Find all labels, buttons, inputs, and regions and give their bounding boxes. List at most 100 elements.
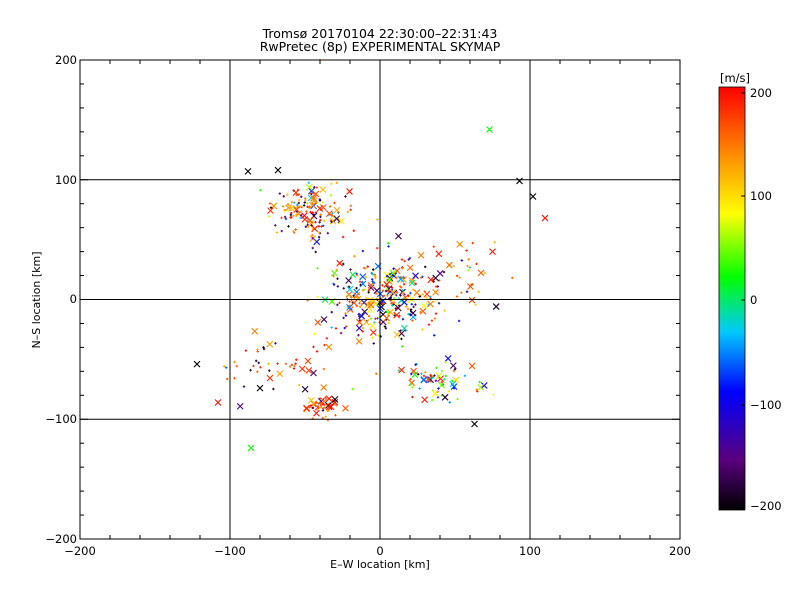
data-point-plus xyxy=(403,259,406,263)
data-point-cross xyxy=(383,314,391,322)
data-point-cross xyxy=(306,217,314,224)
data-point-plus xyxy=(242,385,246,388)
data-point-cross xyxy=(408,279,416,287)
data-point-plus xyxy=(315,186,319,189)
data-point-plus xyxy=(414,303,417,306)
data-point-plus xyxy=(268,369,271,372)
data-point-plus xyxy=(323,403,326,406)
data-point-plus xyxy=(303,201,306,204)
data-point-plus xyxy=(319,213,322,217)
data-point-plus xyxy=(366,265,370,268)
data-point-cross xyxy=(409,309,417,317)
data-point-plus xyxy=(343,326,346,330)
data-point-cross xyxy=(333,206,341,214)
data-point-plus xyxy=(374,317,377,320)
data-point-plus xyxy=(423,265,427,269)
y-tick-label: 200 xyxy=(55,53,77,67)
data-point-plus xyxy=(314,401,317,405)
data-point-plus xyxy=(256,370,259,373)
data-point-plus xyxy=(483,271,487,275)
data-point-plus xyxy=(311,211,314,214)
data-point-cross xyxy=(431,390,439,398)
data-point-cross xyxy=(367,301,375,309)
data-point-plus xyxy=(344,195,347,198)
data-point-plus xyxy=(233,377,236,380)
data-point-cross xyxy=(304,357,312,365)
data-point-plus xyxy=(317,231,321,234)
data-point-plus xyxy=(385,274,389,278)
data-point-plus xyxy=(371,336,374,339)
y-tick-label: 100 xyxy=(55,173,77,187)
data-point-plus xyxy=(443,378,446,381)
data-point-plus xyxy=(414,282,417,286)
y-tick-label: −100 xyxy=(45,412,77,426)
data-point-plus xyxy=(465,290,469,293)
data-point-plus xyxy=(280,216,283,220)
data-point-cross xyxy=(480,382,488,389)
data-point-cross xyxy=(427,300,434,308)
data-point-cross xyxy=(292,189,300,196)
data-point-cross xyxy=(421,396,429,404)
data-point-plus xyxy=(317,225,321,228)
data-point-plus xyxy=(390,301,394,305)
data-point-plus xyxy=(364,296,368,300)
data-point-plus xyxy=(376,218,379,221)
data-point-plus xyxy=(328,205,332,208)
data-point-plus xyxy=(274,342,277,345)
data-point-cross xyxy=(305,367,313,374)
data-point-plus xyxy=(344,314,348,317)
data-point-cross xyxy=(445,261,453,269)
data-point-plus xyxy=(347,285,351,289)
data-point-cross xyxy=(267,207,274,215)
data-point-plus xyxy=(361,289,365,292)
data-point-plus xyxy=(320,225,323,228)
data-point-plus xyxy=(283,210,286,213)
data-point-plus xyxy=(443,309,446,312)
data-point-plus xyxy=(311,236,314,240)
data-point-plus xyxy=(269,206,273,209)
data-point-plus xyxy=(358,315,361,318)
data-point-plus xyxy=(317,235,321,239)
data-point-cross xyxy=(313,238,321,246)
data-point-plus xyxy=(311,246,314,250)
data-point-plus xyxy=(306,202,309,205)
data-point-plus xyxy=(384,289,388,293)
data-point-plus xyxy=(401,266,404,270)
data-point-plus xyxy=(357,333,360,337)
data-point-plus xyxy=(348,300,351,303)
data-point-plus xyxy=(311,234,314,237)
data-point-plus xyxy=(288,365,292,368)
data-point-cross xyxy=(379,297,387,305)
data-point-plus xyxy=(332,274,335,278)
data-point-plus xyxy=(455,274,459,278)
data-point-cross xyxy=(359,273,367,281)
data-point-plus xyxy=(475,262,478,266)
data-point-plus xyxy=(361,330,364,333)
data-point-plus xyxy=(358,319,362,322)
data-point-plus xyxy=(290,363,294,367)
data-point-cross xyxy=(449,380,457,388)
data-point-plus xyxy=(409,377,412,381)
data-point-plus xyxy=(308,205,311,208)
data-point-plus xyxy=(427,323,431,326)
data-point-cross xyxy=(355,337,363,345)
data-point-plus xyxy=(376,246,379,250)
data-point-plus xyxy=(381,284,384,287)
data-point-cross xyxy=(406,264,414,272)
data-point-plus xyxy=(435,366,438,369)
data-point-plus xyxy=(225,366,228,369)
data-point-plus xyxy=(321,201,325,204)
data-point-plus xyxy=(408,313,412,316)
data-point-plus xyxy=(362,266,366,270)
data-point-plus xyxy=(318,198,322,201)
data-point-plus xyxy=(252,364,255,368)
data-point-plus xyxy=(440,369,444,373)
data-point-cross xyxy=(331,269,338,277)
data-point-plus xyxy=(361,249,365,253)
x-tick-label: 100 xyxy=(519,544,541,558)
data-point-plus xyxy=(314,404,317,407)
data-point-plus xyxy=(460,291,463,294)
data-point-plus xyxy=(333,201,336,205)
data-point-plus xyxy=(433,334,436,337)
data-point-plus xyxy=(283,215,287,219)
